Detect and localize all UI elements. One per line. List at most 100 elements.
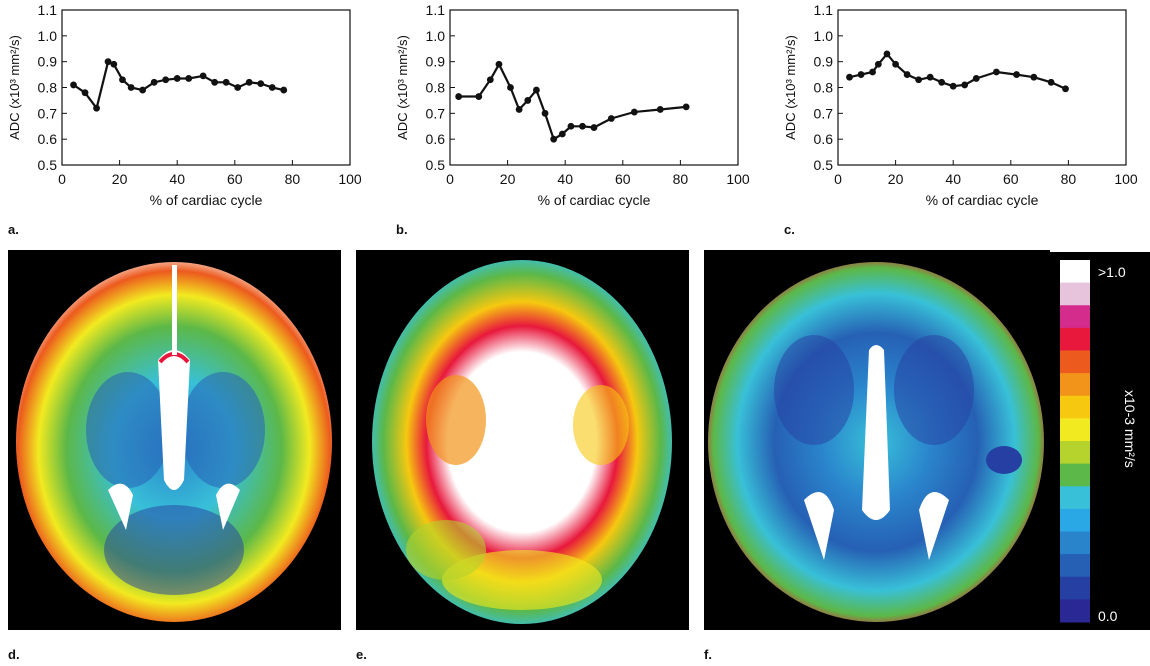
chart-c-data-point bbox=[938, 78, 946, 86]
chart-c-data-point bbox=[972, 75, 980, 82]
chart-a-xtick-label: 100 bbox=[338, 171, 362, 187]
chart-a-data-point bbox=[185, 75, 193, 82]
chart-a-data-point bbox=[234, 84, 242, 91]
panel-label-a: a. bbox=[8, 222, 19, 237]
chart-c-data-point bbox=[874, 60, 882, 68]
panel-label-f: f. bbox=[704, 647, 712, 662]
chart-b-data-point bbox=[558, 130, 566, 138]
chart-a-svg: 0.5 0.6 0.7 0.8 0.9 1.0 1.1 0 20 40 60 80 100 % of ca… bbox=[7, 2, 362, 208]
colorbar-swatch bbox=[1060, 418, 1090, 442]
adc-map-f-svg bbox=[708, 262, 1044, 622]
chart-a-data-point bbox=[150, 78, 158, 86]
chart-a-data-point bbox=[211, 78, 219, 86]
chart-b-ylabel: ADC (x10³ mm²/s) bbox=[395, 35, 410, 140]
chart-c-xtick-label: 80 bbox=[1061, 171, 1077, 187]
chart-a-data-point bbox=[173, 75, 181, 82]
colorbar-swatch bbox=[1060, 531, 1090, 555]
colorbar-swatch bbox=[1060, 350, 1090, 374]
colorbar: >1.0 0.0 x10-3 mm²/s bbox=[1050, 252, 1150, 630]
chart-c-data-point bbox=[993, 68, 1000, 76]
chart-b-data-point bbox=[579, 122, 586, 130]
chart-a-data-point bbox=[245, 78, 253, 86]
chart-c-xtick-label: 0 bbox=[834, 171, 842, 187]
colorbar-swatch bbox=[1060, 395, 1090, 419]
chart-a-ylabel: ADC (x10³ mm²/s) bbox=[7, 35, 22, 140]
colorbar-swatch bbox=[1060, 463, 1090, 487]
chart-a-data-point bbox=[93, 104, 100, 112]
colorbar-swatch bbox=[1060, 282, 1090, 306]
chart-b-data-point bbox=[550, 135, 558, 143]
chart-c-data-point bbox=[915, 76, 923, 84]
chart-b-xtick-label: 80 bbox=[673, 171, 689, 187]
panel-label-d: d. bbox=[8, 647, 20, 662]
chart-b-data-point bbox=[541, 109, 549, 117]
chart-c-data-point bbox=[846, 73, 853, 81]
chart-c-ytick-label: 0.8 bbox=[814, 80, 834, 96]
chart-c-ytick-label: 0.6 bbox=[814, 131, 834, 147]
chart-b-xlabel: % of cardiac cycle bbox=[538, 192, 651, 208]
chart-c-data-point bbox=[961, 81, 969, 89]
chart-b-data-point bbox=[524, 97, 532, 104]
adc-map-e bbox=[356, 250, 689, 630]
chart-c-data-point bbox=[949, 82, 957, 90]
chart-a-data-point bbox=[70, 81, 77, 89]
colorbar-swatch bbox=[1060, 486, 1090, 510]
chart-b-ytick-label: 1.1 bbox=[426, 2, 446, 18]
chart-a-data-point bbox=[257, 80, 265, 88]
colorbar-swatch bbox=[1060, 576, 1090, 600]
chart-a-xtick-label: 60 bbox=[227, 171, 243, 187]
chart-c-data-point bbox=[892, 60, 899, 68]
chart-c-xtick-label: 100 bbox=[1114, 171, 1138, 187]
chart-b-xtick-label: 40 bbox=[557, 171, 573, 187]
chart-c-data-point bbox=[926, 73, 934, 81]
chart-a-data-point bbox=[119, 76, 126, 84]
colorbar-unit-label: x10-3 mm²/s bbox=[1122, 390, 1138, 468]
chart-c-xtick-label: 60 bbox=[1003, 171, 1019, 187]
chart-b-xtick-label: 0 bbox=[446, 171, 454, 187]
chart-c-series-line bbox=[849, 52, 1066, 90]
chart-c-ytick-label: 0.5 bbox=[814, 157, 834, 173]
adc-map-f bbox=[704, 250, 1050, 630]
chart-b-xtick-label: 60 bbox=[615, 171, 631, 187]
chart-c-ytick-label: 1.0 bbox=[814, 28, 834, 44]
chart-a-data-point bbox=[199, 72, 207, 80]
chart-a-ytick-label: 1.0 bbox=[38, 28, 58, 44]
panel-label-b: b. bbox=[396, 222, 408, 237]
chart-a-xtick-label: 80 bbox=[285, 171, 301, 187]
panel-label-c: c. bbox=[784, 222, 795, 237]
adc-map-e-svg bbox=[372, 260, 672, 624]
chart-b-svg: 0.5 0.6 0.7 0.8 0.9 1.0 1.1 0 20 40 60 80 100 % of ca… bbox=[395, 2, 750, 208]
chart-c: 0.5 0.6 0.7 0.8 0.9 1.0 1.1 0 20 40 60 80 100 % of ca… bbox=[776, 0, 1146, 215]
colorbar-min-label: 0.0 bbox=[1098, 608, 1118, 624]
chart-a-data-point bbox=[222, 78, 230, 86]
chart-c-data-point bbox=[883, 50, 891, 58]
chart-c-data-point bbox=[1030, 73, 1038, 81]
chart-a-data-point bbox=[280, 86, 288, 94]
chart-b-ytick-label: 0.9 bbox=[426, 54, 446, 70]
chart-a-xlabel: % of cardiac cycle bbox=[150, 192, 263, 208]
chart-b-ytick-label: 0.8 bbox=[426, 80, 446, 96]
chart-c-data-point bbox=[903, 71, 911, 78]
chart-c-data-point bbox=[1013, 71, 1020, 78]
chart-c-ytick-label: 1.1 bbox=[814, 2, 834, 18]
chart-b-ytick-label: 0.5 bbox=[426, 157, 446, 173]
chart-b-xtick-label: 20 bbox=[500, 171, 516, 187]
chart-b-data-point bbox=[630, 108, 638, 116]
chart-a-xtick-label: 0 bbox=[58, 171, 66, 187]
colorbar-swatch bbox=[1060, 305, 1090, 329]
chart-b-xtick-label: 100 bbox=[726, 171, 750, 187]
chart-a-data-point bbox=[127, 84, 135, 91]
chart-a-data-point bbox=[139, 86, 147, 94]
chart-b-data-point bbox=[533, 86, 540, 94]
chart-a-data-point bbox=[268, 84, 276, 91]
colorbar-swatch bbox=[1060, 508, 1090, 532]
chart-a-ytick-label: 0.7 bbox=[38, 105, 58, 121]
chart-b-data-point bbox=[607, 115, 615, 122]
chart-b-data-point bbox=[515, 106, 523, 113]
colorbar-swatch bbox=[1060, 260, 1090, 284]
colorbar-max-label: >1.0 bbox=[1098, 264, 1126, 280]
chart-c-ytick-label: 0.7 bbox=[814, 105, 834, 121]
chart-b-data-point bbox=[486, 76, 494, 84]
chart-b-data-point bbox=[682, 103, 690, 111]
colorbar-swatch bbox=[1060, 554, 1090, 578]
